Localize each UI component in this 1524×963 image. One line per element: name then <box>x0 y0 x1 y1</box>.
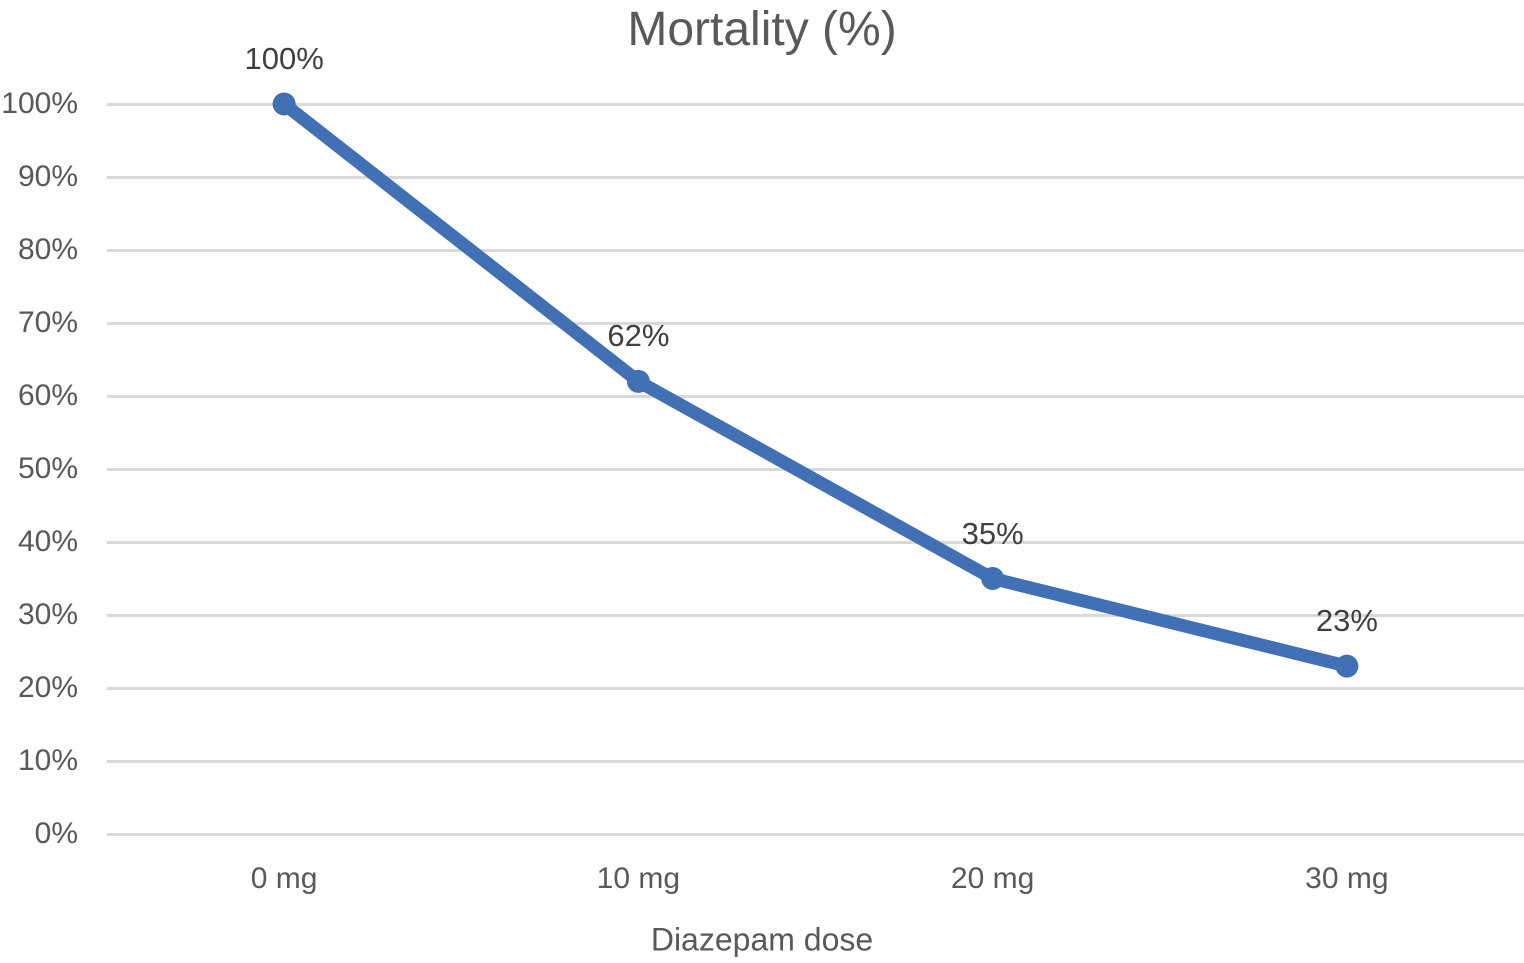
data-point-label: 35% <box>961 515 1024 551</box>
data-point-marker <box>272 92 296 116</box>
x-tick-label: 20 mg <box>950 862 1035 895</box>
gridline <box>107 467 1524 471</box>
y-tick-label: 70% <box>17 306 78 339</box>
y-tick-label: 90% <box>17 160 78 193</box>
data-point-label: 62% <box>607 318 670 354</box>
gridline <box>107 613 1524 617</box>
data-point-label: 23% <box>1315 603 1378 639</box>
data-point-marker <box>981 567 1005 590</box>
gridline <box>107 540 1524 544</box>
y-tick-label: 0% <box>34 817 78 850</box>
gridline <box>107 832 1524 836</box>
data-point-label: 100% <box>244 41 324 76</box>
x-tick-label: 10 mg <box>596 862 681 895</box>
gridline <box>107 102 1524 106</box>
series-line <box>277 97 1354 673</box>
y-tick-label: 30% <box>17 598 78 631</box>
x-axis-title: Diazepam dose <box>650 921 874 958</box>
y-tick-label: 10% <box>17 744 78 777</box>
gridline <box>107 759 1524 763</box>
gridline <box>107 175 1524 179</box>
y-tick-label: 20% <box>17 671 78 704</box>
gridline <box>107 686 1524 690</box>
chart-title: Mortality (%) <box>627 3 897 56</box>
y-tick-label: 40% <box>17 525 78 558</box>
x-tick-label: 0 mg <box>250 862 318 895</box>
data-point-marker <box>626 369 650 393</box>
gridline <box>107 321 1524 325</box>
y-tick-label: 50% <box>17 452 78 485</box>
y-tick-label: 60% <box>17 379 78 412</box>
x-tick-label: 30 mg <box>1305 862 1389 895</box>
gridline <box>107 394 1524 398</box>
gridline <box>107 248 1524 252</box>
y-tick-label: 80% <box>17 233 78 266</box>
data-point-marker <box>1335 654 1359 678</box>
y-tick-label: 100% <box>1 87 78 120</box>
